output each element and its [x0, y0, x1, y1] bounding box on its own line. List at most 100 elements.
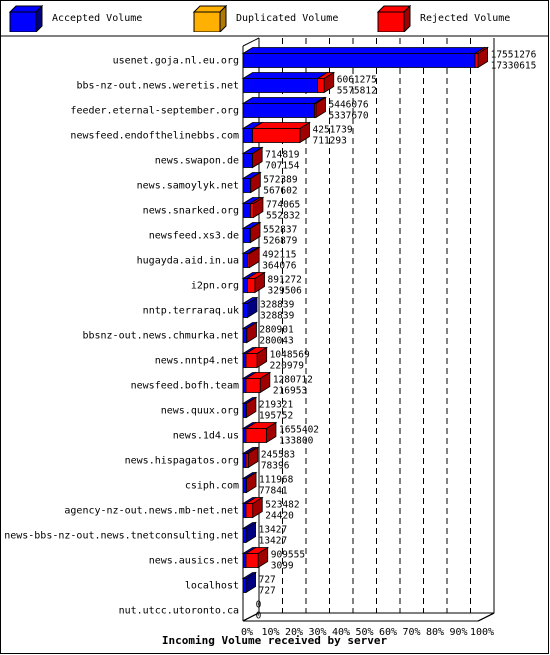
red-cube-icon [376, 4, 412, 32]
total-value-label: 1655402 [279, 425, 319, 436]
total-value-label: 17551276 [491, 50, 537, 61]
bar-rejected [246, 271, 266, 294]
accepted-value-label: 5337670 [329, 111, 369, 122]
bar-rejected [244, 496, 264, 519]
server-label: bbs-nz-out.news.weretis.net [76, 81, 239, 92]
bar-accepted-face [242, 303, 248, 318]
accepted-value-label: 3099 [271, 561, 294, 572]
server-label: i2pn.org [191, 281, 239, 292]
bar-accepted-face [242, 553, 247, 568]
bar-accepted-face [242, 253, 249, 268]
total-value-label: 909555 [271, 550, 305, 561]
accepted-value-label: 133800 [279, 436, 314, 447]
total-value-label: 219321 [259, 400, 294, 411]
bar-rejected-face [245, 553, 259, 568]
x-tick-label: 40% [332, 627, 350, 635]
bar-accepted-face [242, 128, 253, 143]
legend-label-rejected: Rejected Volume [420, 13, 511, 24]
bar-accepted-face [242, 228, 251, 243]
bar-rejected-face [317, 78, 325, 93]
server-label: news.swapon.de [155, 156, 239, 167]
x-tick-label: 30% [308, 627, 326, 635]
bar-rejected-face [247, 253, 250, 268]
accepted-value-label: 329506 [268, 286, 303, 297]
bar-rejected [249, 171, 262, 194]
bar-accepted [241, 571, 257, 594]
bar-accepted-face [242, 203, 251, 218]
server-label: newsfeed.xs3.de [149, 231, 239, 242]
total-value-label: 328839 [260, 300, 295, 311]
accepted-value-label: 280043 [259, 336, 293, 347]
x-tick-label: 80% [426, 627, 444, 635]
server-label: nntp.terraraq.uk [143, 306, 239, 317]
x-tick-label: 70% [402, 627, 420, 635]
x-tick-label: 90% [449, 627, 467, 635]
total-value-label: 4251739 [313, 125, 353, 136]
bar-rejected [245, 321, 258, 344]
bar-accepted [241, 96, 326, 119]
bar-accepted-face [242, 278, 248, 293]
accepted-value-label: 567602 [263, 186, 297, 197]
bar-accepted-face [242, 428, 247, 443]
legend-item-accepted: Accepted Volume [8, 4, 188, 32]
bar-accepted [241, 521, 257, 544]
server-label: newsfeed.endofthelinebbs.com [70, 131, 239, 142]
bar-rejected [244, 371, 272, 394]
total-value-label: 245583 [261, 450, 295, 461]
bar-accepted-face [242, 53, 476, 68]
server-label: usenet.goja.nl.eu.org [113, 56, 239, 67]
server-label: news.hispagatos.org [125, 456, 239, 467]
label-layer: 0% 10% 20% 30% 40% 50% 60% 70% 80% 90% 100% usenet.… [4, 50, 536, 636]
x-tick-label: 0% [241, 627, 253, 635]
accepted-value-label: 328839 [260, 311, 295, 322]
accepted-value-label: 78396 [261, 461, 290, 472]
bar-rejected-face [252, 128, 301, 143]
accepted-value-label: 526879 [263, 236, 298, 247]
x-tick-label: 10% [261, 627, 279, 635]
server-label: agency-nz-out.news.mb-net.net [64, 506, 239, 517]
bar-rejected [244, 546, 270, 569]
total-value-label: 774065 [266, 200, 300, 211]
bar-rejected-face [250, 203, 254, 218]
total-value-label: 0 [256, 600, 262, 611]
total-value-label: 5446076 [329, 100, 369, 111]
accepted-value-label: 220979 [270, 361, 305, 372]
accepted-value-label: 195752 [259, 411, 293, 422]
bar-rejected [244, 421, 278, 444]
bar-rejected-face [245, 428, 267, 443]
accepted-value-label: 77841 [259, 486, 288, 497]
bar-rejected-face [314, 103, 317, 118]
bar-rejected-face [245, 453, 249, 468]
total-value-label: 111968 [259, 475, 294, 486]
total-value-label: 572389 [263, 175, 298, 186]
total-value-label: 727 [259, 575, 276, 586]
bar-accepted-face [242, 403, 247, 418]
bar-rejected [246, 246, 261, 269]
bar-accepted-face [242, 378, 247, 393]
bar-accepted-face [242, 478, 247, 493]
bar-accepted [241, 296, 259, 319]
bar-rejected-face [245, 503, 254, 518]
bar-accepted-face [242, 528, 247, 543]
accepted-value-label: 711293 [313, 136, 347, 147]
x-tick-label: 60% [379, 627, 397, 635]
total-value-label: 891272 [268, 275, 302, 286]
bar-rejected-face [474, 53, 479, 68]
bar-accepted-top [241, 72, 329, 79]
legend-item-rejected: Rejected Volume [376, 4, 548, 32]
server-label: bbsnz-out.news.chmurka.net [82, 331, 239, 342]
server-label: localhost [185, 581, 239, 592]
bar-rejected [244, 471, 258, 494]
server-label: csiph.com [185, 481, 239, 492]
bar-rejected-face [247, 278, 256, 293]
bar-rejected-face [245, 378, 261, 393]
server-label: news-bbs-nz-out.news.tnetconsulting.net [4, 531, 239, 542]
total-value-label: 523482 [265, 500, 299, 511]
server-label: newsfeed.bofh.team [131, 381, 239, 392]
total-value-label: 1280712 [273, 375, 313, 386]
x-tick-label: 50% [355, 627, 373, 635]
server-label: feeder.eternal-september.org [70, 106, 239, 117]
bar-accepted [241, 46, 487, 69]
server-label: news.1d4.us [173, 431, 239, 442]
accepted-value-label: 552832 [266, 211, 300, 222]
